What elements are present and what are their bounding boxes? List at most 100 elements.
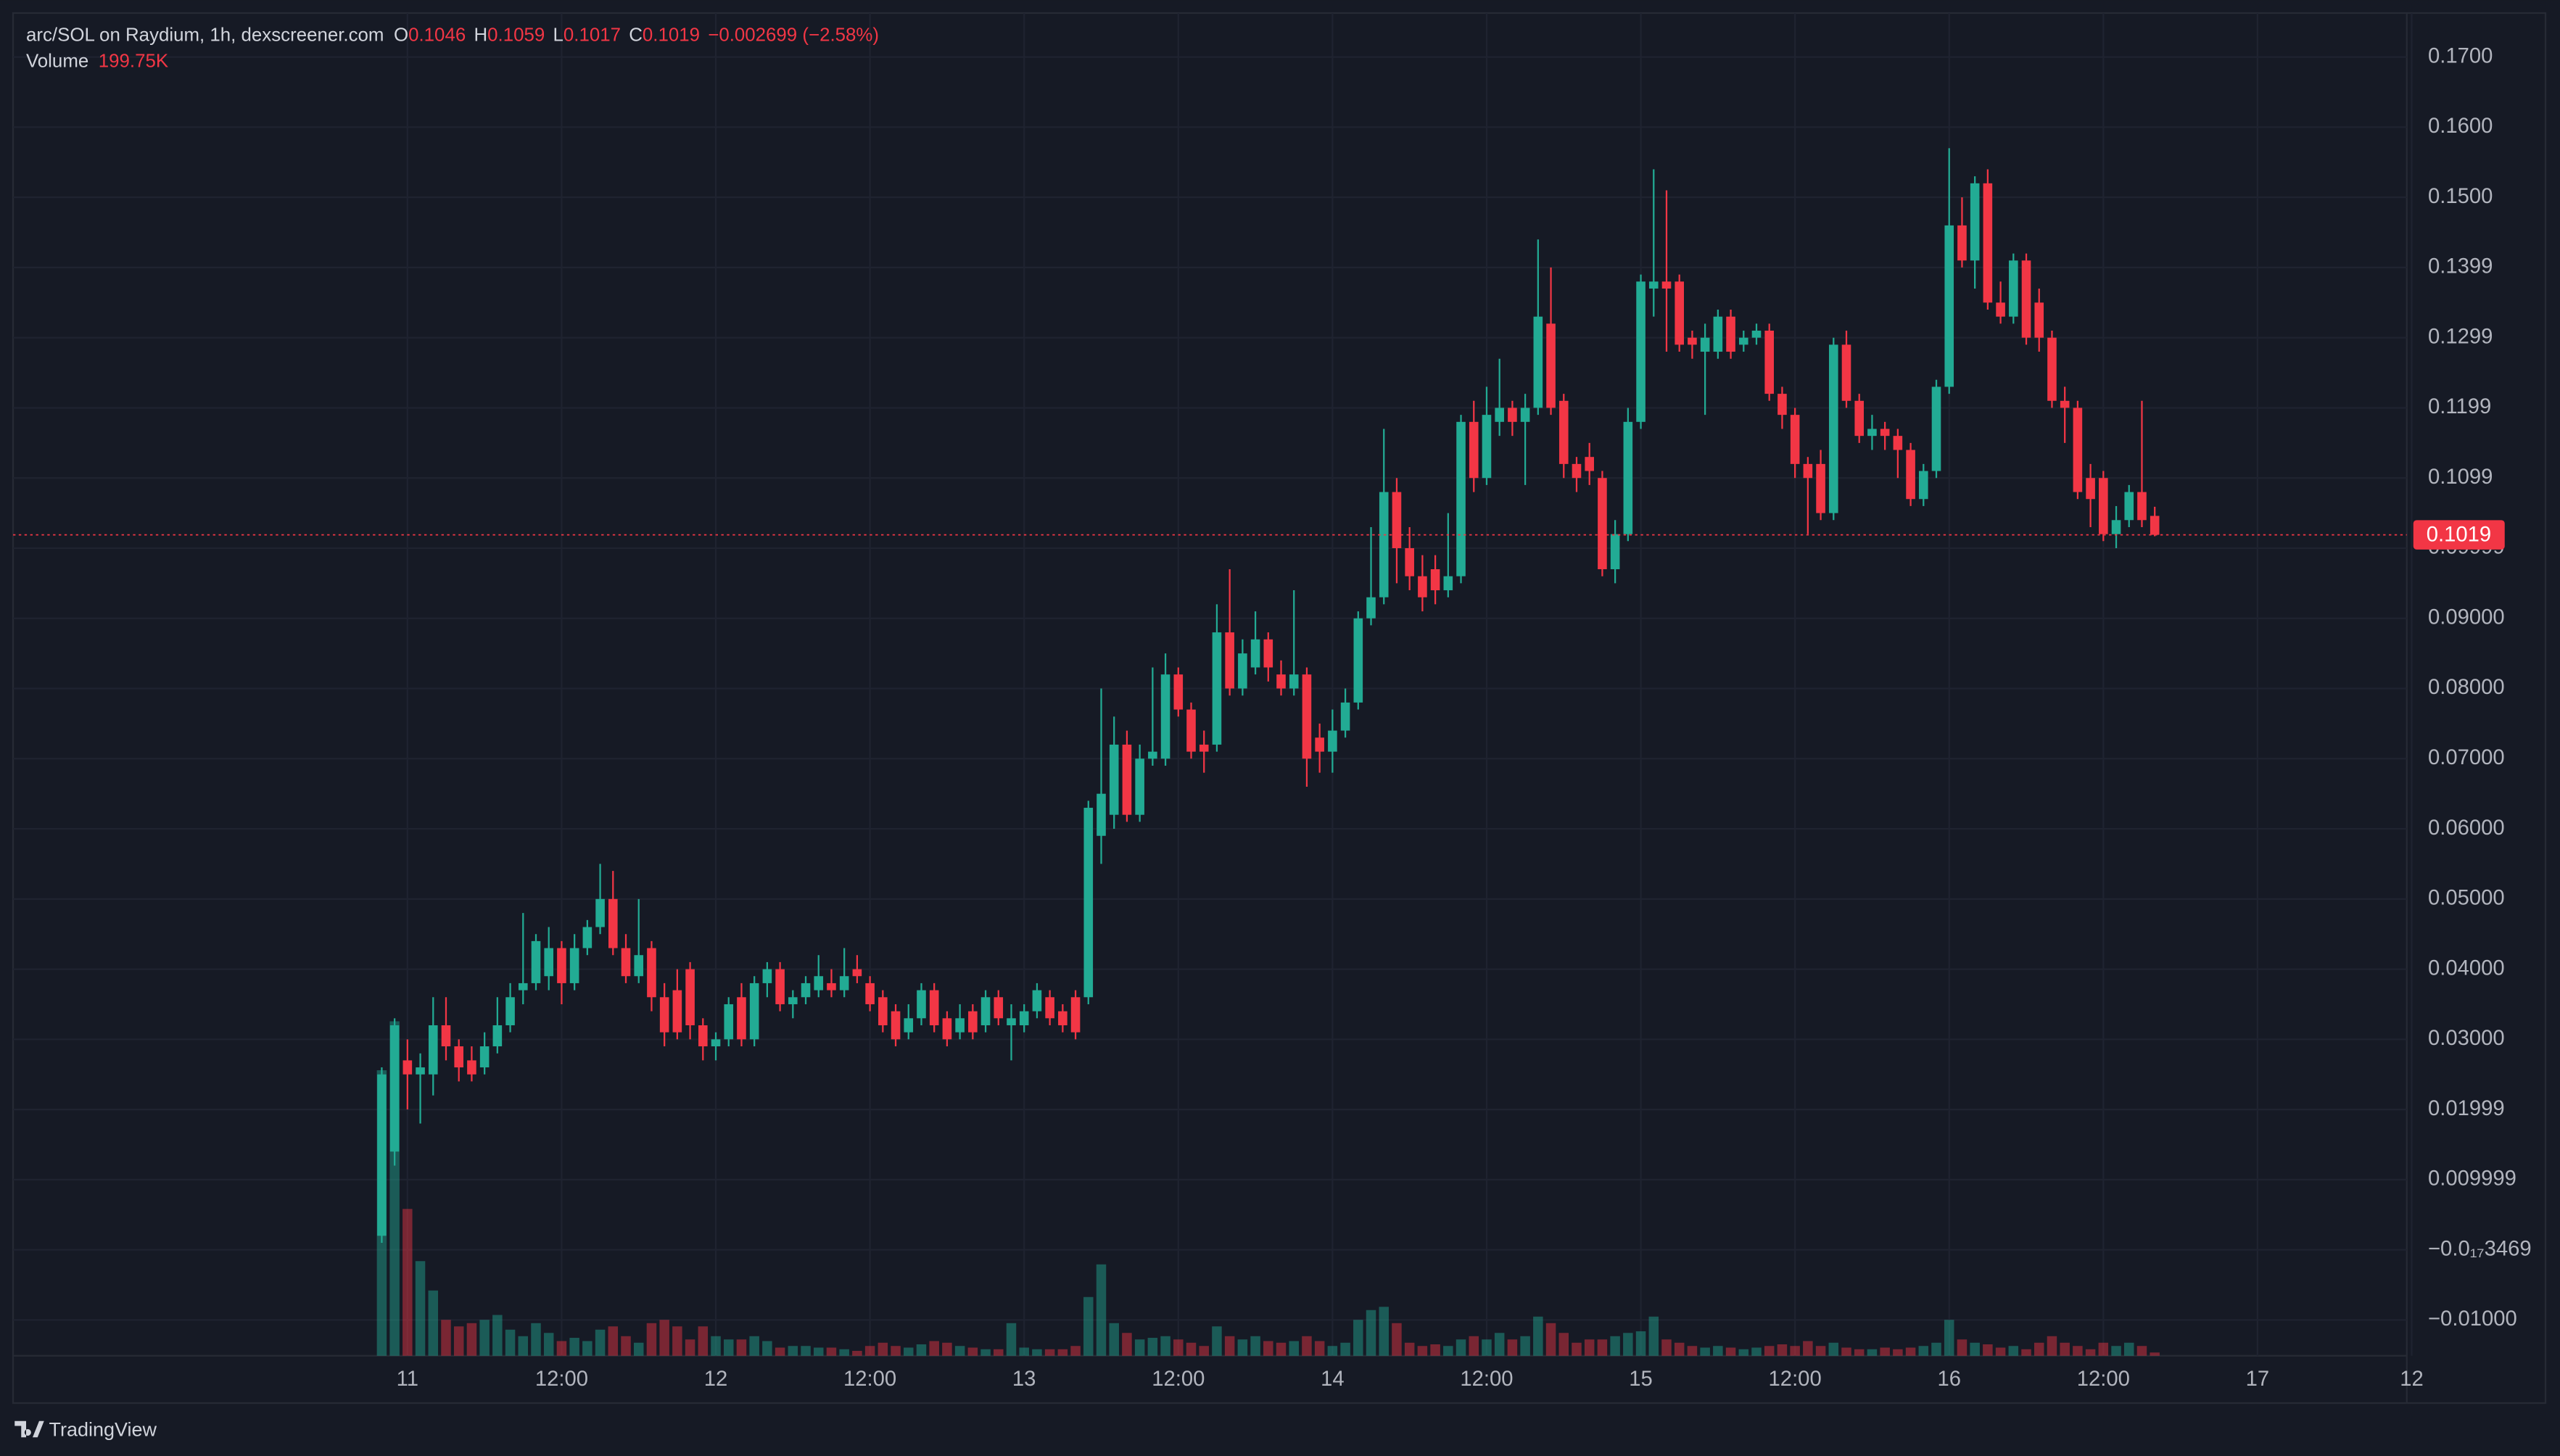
volume-bar bbox=[1083, 1296, 1094, 1356]
candle-body bbox=[994, 997, 1004, 1019]
candle-body bbox=[1379, 492, 1389, 597]
volume-bar bbox=[1828, 1342, 1839, 1356]
candle-body bbox=[904, 1018, 914, 1033]
candle-body bbox=[1302, 674, 1312, 759]
candle-body bbox=[814, 976, 824, 990]
volume-bar bbox=[1584, 1339, 1595, 1356]
candle-body bbox=[942, 1018, 952, 1040]
candle-body bbox=[569, 948, 579, 983]
candle-body bbox=[2150, 516, 2160, 535]
volume-bar bbox=[1494, 1333, 1505, 1356]
candle-body bbox=[1186, 709, 1196, 752]
volume-bar bbox=[1070, 1346, 1081, 1356]
candle-body bbox=[1572, 463, 1582, 479]
volume-bar bbox=[1044, 1349, 1055, 1356]
candle-body bbox=[1160, 674, 1170, 759]
volume-bar bbox=[1250, 1336, 1260, 1356]
candle-body bbox=[1366, 597, 1376, 619]
volume-bar bbox=[1482, 1339, 1492, 1356]
x-tick-label: 14 bbox=[1321, 1368, 1345, 1391]
volume-bar bbox=[1147, 1338, 1158, 1356]
volume-bar bbox=[608, 1326, 619, 1356]
candle-body bbox=[1070, 997, 1081, 1033]
volume-bar bbox=[1134, 1339, 1145, 1356]
plot-layer bbox=[12, 13, 2413, 1356]
volume-bar bbox=[916, 1344, 927, 1356]
candle-body bbox=[1097, 793, 1106, 836]
volume-bar bbox=[505, 1329, 516, 1356]
candle-body bbox=[1418, 576, 1427, 597]
candle-body bbox=[1469, 421, 1479, 479]
candle-body bbox=[1212, 632, 1222, 745]
y-tick-label: 0.1600 bbox=[2428, 115, 2493, 138]
volume-bar bbox=[1314, 1341, 1325, 1356]
volume-bar bbox=[723, 1339, 734, 1356]
y-tick-label: 0.09000 bbox=[2428, 605, 2505, 629]
candle-body bbox=[416, 1067, 425, 1075]
volume-bar bbox=[402, 1209, 413, 1356]
candle-body bbox=[2034, 302, 2044, 338]
candle-body bbox=[698, 1025, 708, 1047]
candle-body bbox=[711, 1039, 721, 1047]
volume-bar bbox=[569, 1338, 579, 1356]
volume-bar bbox=[929, 1341, 939, 1356]
volume-bar bbox=[1572, 1342, 1582, 1356]
legend-ohlc: arc/SOL on Raydium, 1h, dexscreener.com O… bbox=[26, 25, 879, 45]
volume-bar bbox=[2098, 1342, 2109, 1356]
candle-body bbox=[839, 976, 849, 990]
candle-body bbox=[917, 990, 926, 1019]
x-tick-label: 12:00 bbox=[843, 1368, 896, 1391]
candle-body bbox=[1700, 337, 1710, 352]
candle-body bbox=[929, 990, 939, 1025]
candle-body bbox=[428, 1025, 438, 1075]
x-tick-label: 12:00 bbox=[2077, 1368, 2130, 1391]
volume-bar bbox=[1764, 1346, 1775, 1356]
volume-bar bbox=[980, 1349, 991, 1356]
volume-bar bbox=[595, 1329, 606, 1356]
x-tick-label: 16 bbox=[1937, 1368, 1961, 1391]
volume-bar bbox=[1006, 1323, 1017, 1356]
candle-body bbox=[1777, 394, 1787, 415]
candle-body bbox=[2111, 520, 2121, 534]
volume-bar bbox=[1674, 1342, 1685, 1356]
candle-body bbox=[595, 898, 605, 927]
candle-body bbox=[544, 948, 554, 977]
legend-value: 0.1059 bbox=[487, 25, 545, 45]
candle-body bbox=[1841, 344, 1851, 401]
volume-bar bbox=[1995, 1347, 2006, 1356]
pane-frame bbox=[12, 12, 2547, 1405]
candle-body bbox=[1135, 758, 1144, 815]
volume-value: 199.75K bbox=[99, 51, 168, 71]
volume-bar bbox=[415, 1261, 426, 1356]
volume-bar bbox=[2047, 1336, 2057, 1356]
candle-body bbox=[955, 1018, 965, 1033]
volume-bar bbox=[839, 1349, 849, 1356]
candle-body bbox=[647, 948, 656, 998]
volume-bar bbox=[813, 1347, 824, 1356]
volume-bar bbox=[1520, 1336, 1530, 1356]
volume-bar bbox=[2111, 1346, 2121, 1356]
candle-body bbox=[634, 955, 644, 977]
candle-body bbox=[1906, 450, 1915, 500]
candle-body bbox=[2086, 478, 2095, 500]
volume-bar bbox=[1918, 1346, 1929, 1356]
volume-bar bbox=[659, 1320, 669, 1356]
candle-body bbox=[2073, 408, 2083, 492]
legend-value: 0.1019 bbox=[643, 25, 700, 45]
volume-bar bbox=[2033, 1342, 2044, 1356]
candle-body bbox=[1854, 400, 1865, 437]
volume-bar bbox=[492, 1315, 503, 1356]
candle-body bbox=[1867, 429, 1877, 437]
volume-bar bbox=[1931, 1342, 1941, 1356]
candle-body bbox=[2009, 260, 2018, 317]
candle-body bbox=[1238, 653, 1247, 689]
legend-value: 0.1017 bbox=[563, 25, 621, 45]
volume-bar bbox=[762, 1341, 772, 1356]
volume-bar bbox=[1173, 1339, 1184, 1356]
volume-bar bbox=[1430, 1344, 1440, 1356]
candle-body bbox=[1688, 337, 1697, 345]
volume-bar bbox=[1841, 1347, 1851, 1356]
candle-body bbox=[1405, 547, 1414, 576]
volume-bar bbox=[1751, 1347, 1762, 1356]
